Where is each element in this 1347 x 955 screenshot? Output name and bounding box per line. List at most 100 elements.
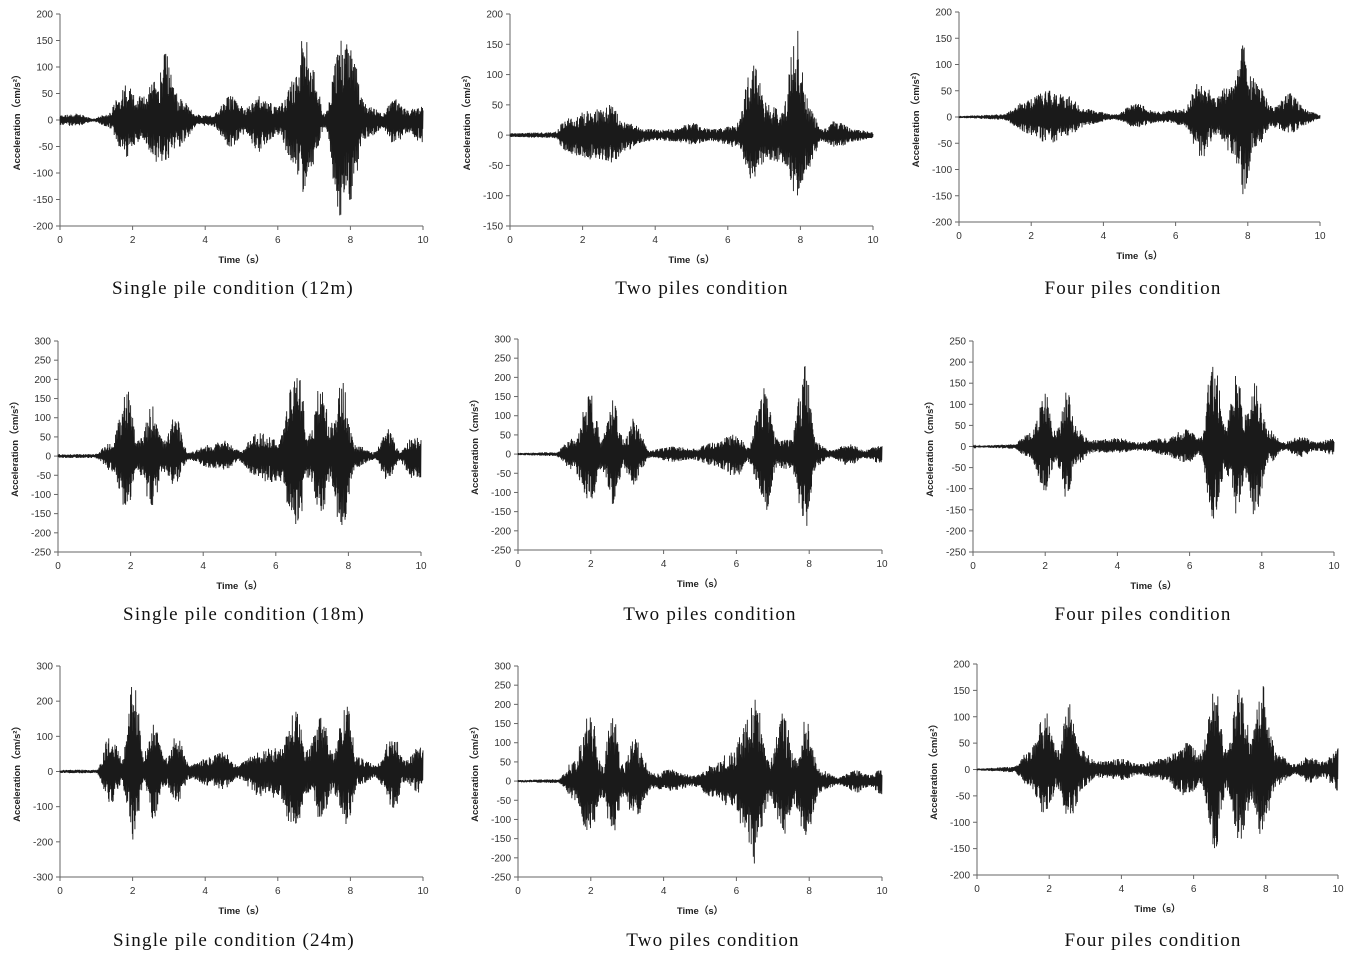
chart-caption: Two piles condition xyxy=(623,604,797,625)
y-tick-label: 100 xyxy=(494,411,511,422)
y-tick-label: -250 xyxy=(491,546,511,557)
x-tick-label: 2 xyxy=(588,559,594,570)
x-axis-label: Time（s） xyxy=(218,905,264,917)
x-tick-label: 2 xyxy=(588,886,594,897)
x-tick-label: 10 xyxy=(417,235,429,246)
acceleration-series-line xyxy=(972,366,1335,519)
y-axis-label: Acceleration（cm/s²） xyxy=(461,70,473,171)
x-tick-label: 6 xyxy=(734,559,740,570)
y-tick-label: 300 xyxy=(494,662,511,673)
y-tick-label: 0 xyxy=(47,116,53,127)
y-tick-label: -50 xyxy=(497,796,512,807)
y-tick-label: -100 xyxy=(946,484,966,495)
y-tick-label: -250 xyxy=(946,548,966,559)
x-tick-label: 0 xyxy=(515,886,521,897)
x-tick-label: 4 xyxy=(661,886,667,897)
y-tick-label: -200 xyxy=(950,871,970,882)
y-tick-label: -300 xyxy=(33,873,53,884)
x-tick-label: 6 xyxy=(725,235,731,246)
y-tick-label: -50 xyxy=(37,471,52,482)
y-tick-label: 50 xyxy=(941,86,953,97)
acceleration-series-line xyxy=(976,686,1339,849)
y-tick-label: -200 xyxy=(946,526,966,537)
x-tick-label: 8 xyxy=(1245,231,1251,242)
acceleration-series-line xyxy=(958,45,1321,195)
y-tick-label: 100 xyxy=(935,60,952,71)
y-tick-label: -50 xyxy=(938,139,953,150)
y-tick-label: -200 xyxy=(491,526,511,537)
y-tick-label: -50 xyxy=(489,161,504,172)
acceleration-series-line xyxy=(517,699,883,864)
y-tick-label: 50 xyxy=(959,739,971,750)
acceleration-series-line xyxy=(59,686,424,840)
x-axis-label: Time（s） xyxy=(1116,250,1162,262)
x-tick-label: 10 xyxy=(1332,884,1344,895)
x-tick-label: 8 xyxy=(1259,561,1265,572)
y-tick-label: 200 xyxy=(949,358,966,369)
y-axis-label: Acceleration（cm/s²） xyxy=(9,396,21,497)
y-tick-label: 0 xyxy=(964,765,970,776)
x-axis-label: Time（s） xyxy=(216,580,262,592)
y-tick-label: -100 xyxy=(33,802,53,813)
x-tick-label: 2 xyxy=(130,235,136,246)
y-tick-label: 300 xyxy=(494,335,511,346)
x-tick-label: 6 xyxy=(1187,561,1193,572)
y-tick-label: 150 xyxy=(494,392,511,403)
chart-caption: Four piles condition xyxy=(1054,604,1232,625)
x-tick-label: 10 xyxy=(415,561,427,572)
x-axis-label: Time（s） xyxy=(677,905,723,917)
x-axis-label: Time（s） xyxy=(668,254,714,266)
x-tick-label: 6 xyxy=(734,886,740,897)
chart-caption: Single pile condition (18m) xyxy=(123,604,365,625)
y-axis-label: Acceleration（cm/s²） xyxy=(11,70,23,171)
y-tick-label: -50 xyxy=(39,142,54,153)
y-tick-label: 50 xyxy=(42,89,54,100)
x-tick-label: 10 xyxy=(1328,561,1340,572)
x-tick-label: 0 xyxy=(956,231,962,242)
y-tick-label: 0 xyxy=(45,452,51,463)
y-tick-label: -100 xyxy=(950,818,970,829)
y-tick-label: 100 xyxy=(494,738,511,749)
y-tick-label: 100 xyxy=(36,732,53,743)
y-tick-label: 150 xyxy=(494,719,511,730)
y-axis-label: Acceleration（cm/s²） xyxy=(469,394,481,495)
y-tick-label: 250 xyxy=(494,354,511,365)
x-tick-label: 8 xyxy=(806,886,812,897)
y-tick-label: -100 xyxy=(483,191,503,202)
y-tick-label: 50 xyxy=(500,430,512,441)
x-tick-label: 10 xyxy=(417,886,429,897)
x-tick-label: 6 xyxy=(275,886,281,897)
y-tick-label: 300 xyxy=(36,662,53,673)
y-tick-label: -50 xyxy=(497,469,512,480)
x-tick-label: 4 xyxy=(202,886,208,897)
y-tick-label: 150 xyxy=(935,34,952,45)
y-axis-label: Acceleration（cm/s²） xyxy=(469,721,481,822)
x-tick-label: 2 xyxy=(580,235,586,246)
y-tick-label: -50 xyxy=(952,463,967,474)
x-tick-label: 4 xyxy=(1119,884,1125,895)
x-tick-label: 10 xyxy=(867,235,879,246)
y-tick-label: 200 xyxy=(36,697,53,708)
y-tick-label: 50 xyxy=(955,421,967,432)
y-tick-label: -150 xyxy=(33,195,53,206)
y-tick-label: -150 xyxy=(483,222,503,233)
y-tick-label: 300 xyxy=(34,337,51,348)
y-tick-label: 100 xyxy=(34,413,51,424)
x-tick-label: 6 xyxy=(273,561,279,572)
chart-caption: Four piles condition xyxy=(1064,930,1242,951)
y-tick-label: 50 xyxy=(492,100,504,111)
y-tick-label: 0 xyxy=(497,131,503,142)
y-axis-label: Acceleration（cm/s²） xyxy=(928,719,940,820)
y-axis-label: Acceleration（cm/s²） xyxy=(910,67,922,168)
x-tick-label: 4 xyxy=(1101,231,1107,242)
x-tick-label: 8 xyxy=(1263,884,1269,895)
y-tick-label: 200 xyxy=(34,375,51,386)
x-axis-label: Time（s） xyxy=(1134,903,1180,915)
x-tick-label: 4 xyxy=(661,559,667,570)
x-tick-label: 8 xyxy=(798,235,804,246)
y-tick-label: -100 xyxy=(31,490,51,501)
y-axis-label: Acceleration（cm/s²） xyxy=(924,396,936,497)
